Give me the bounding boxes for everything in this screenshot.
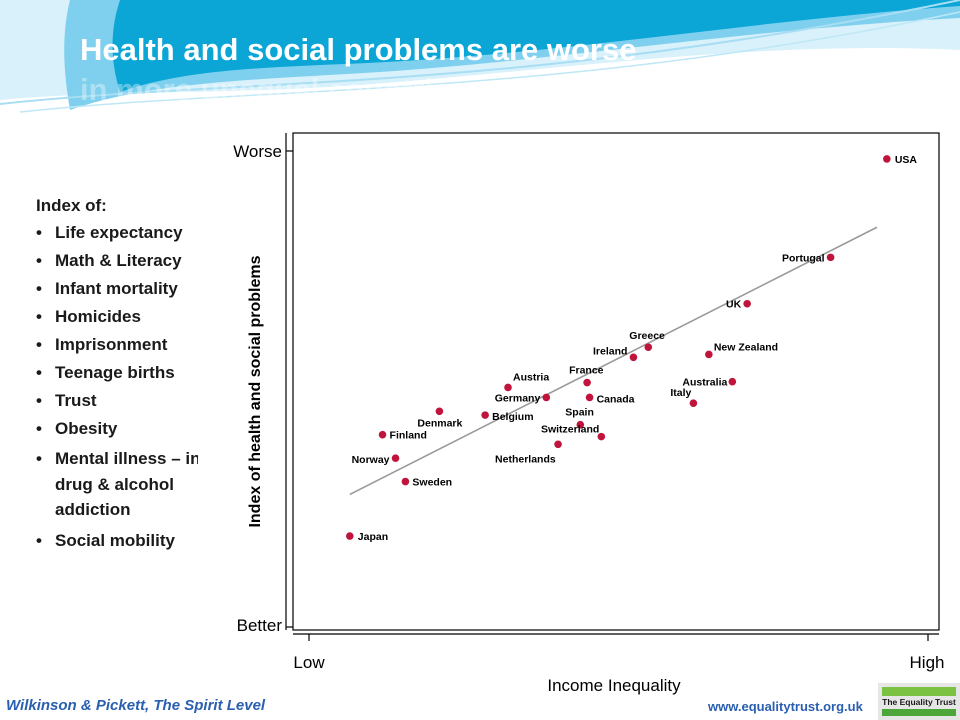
data-point-switzerland: [597, 432, 606, 441]
chart-svg: Low High Worse Better Income Inequality …: [198, 112, 960, 700]
data-point-austria: [504, 383, 512, 392]
data-point-new-zealand: [705, 350, 713, 359]
data-point-japan: [345, 532, 354, 540]
y-tick-label-worse: Worse: [233, 142, 282, 161]
point-label-belgium: Belgium: [492, 411, 533, 423]
point-label-greece: Greece: [629, 330, 665, 342]
data-point-usa: [883, 155, 891, 163]
trend-line: [349, 226, 878, 496]
point-label-usa: USA: [895, 154, 918, 166]
point-label-canada: Canada: [597, 393, 635, 405]
x-tick-label-low: Low: [293, 653, 325, 672]
slide-title-line1: Health and social problems are worse: [80, 32, 637, 67]
x-axis-title: Income Inequality: [547, 676, 681, 695]
slide-title: Health and social problems are worse in …: [80, 30, 720, 110]
slide-title-line2: in more unequal countries: [80, 72, 468, 107]
point-label-norway: Norway: [352, 454, 390, 466]
point-label-spain: Spain: [565, 407, 594, 419]
index-item-infant-mortality: Infant mortality: [36, 278, 226, 299]
data-point-france: [583, 378, 591, 387]
equality-trust-logo: The Equality Trust: [878, 683, 960, 720]
point-label-france: France: [569, 365, 604, 377]
point-label-portugal: Portugal: [782, 252, 825, 264]
index-item-math-literacy: Math & Literacy: [36, 250, 226, 271]
index-item-trust: Trust: [36, 390, 226, 411]
point-label-germany: Germany: [495, 392, 541, 404]
index-item-social-mobility: Social mobility: [36, 530, 226, 551]
logo-bar-bottom: [882, 709, 956, 716]
data-point-canada: [585, 393, 594, 402]
data-point-denmark: [435, 407, 444, 416]
index-item-imprisonment: Imprisonment: [36, 334, 226, 355]
axes-layer: Low High Worse Better Income Inequality …: [233, 133, 944, 695]
data-point-spain: [576, 420, 585, 429]
point-label-austria: Austria: [513, 371, 549, 383]
index-panel: Index of: Life expectancy Math & Literac…: [36, 196, 226, 558]
logo-text: The Equality Trust: [882, 697, 956, 707]
index-item-obesity: Obesity: [36, 418, 226, 439]
point-label-new-zealand: New Zealand: [714, 341, 778, 353]
data-point-finland: [378, 430, 387, 439]
data-point-italy: [689, 399, 698, 407]
data-point-germany: [542, 393, 551, 402]
point-label-australia: Australia: [682, 377, 727, 389]
data-point-uk: [743, 299, 751, 308]
index-item-teenage-births: Teenage births: [36, 362, 226, 383]
chart-background: [198, 112, 960, 700]
point-label-uk: UK: [726, 299, 742, 311]
point-label-sweden: Sweden: [412, 477, 452, 489]
data-point-belgium: [481, 411, 489, 419]
point-label-ireland: Ireland: [593, 345, 627, 357]
point-label-italy: Italy: [670, 387, 691, 399]
point-label-finland: Finland: [390, 430, 427, 442]
y-tick-label-better: Better: [237, 616, 283, 635]
logo-bar-top: [882, 687, 956, 696]
citation-text: Wilkinson & Pickett, The Spirit Level: [6, 697, 266, 714]
data-point-norway: [391, 454, 400, 462]
point-label-japan: Japan: [358, 531, 388, 543]
point-label-netherlands: Netherlands: [495, 453, 556, 465]
index-item-homicides: Homicides: [36, 306, 226, 327]
data-point-ireland: [629, 353, 638, 362]
scatter-chart: Low High Worse Better Income Inequality …: [198, 112, 960, 700]
index-item-life-expectancy: Life expectancy: [36, 222, 226, 243]
header-wave-background: [0, 0, 960, 113]
plot-frame: [292, 132, 940, 631]
website-link[interactable]: www.equalitytrust.org.uk: [708, 699, 863, 714]
y-axis-title: Index of health and social problems: [247, 255, 264, 527]
point-label-denmark: Denmark: [417, 417, 462, 429]
data-point-portugal: [826, 253, 835, 262]
index-list: Life expectancy Math & Literacy Infant m…: [36, 222, 226, 551]
index-heading: Index of:: [36, 196, 107, 215]
data-point-sweden: [401, 477, 410, 486]
x-tick-label-high: High: [910, 653, 945, 672]
index-item-mental-illness: Mental illness – incl. drug & alcohol ad…: [36, 446, 226, 523]
point-label-switzerland: Switzerland: [541, 424, 599, 436]
data-point-netherlands: [554, 440, 562, 449]
data-point-greece: [644, 343, 653, 352]
data-point-australia: [728, 377, 737, 386]
